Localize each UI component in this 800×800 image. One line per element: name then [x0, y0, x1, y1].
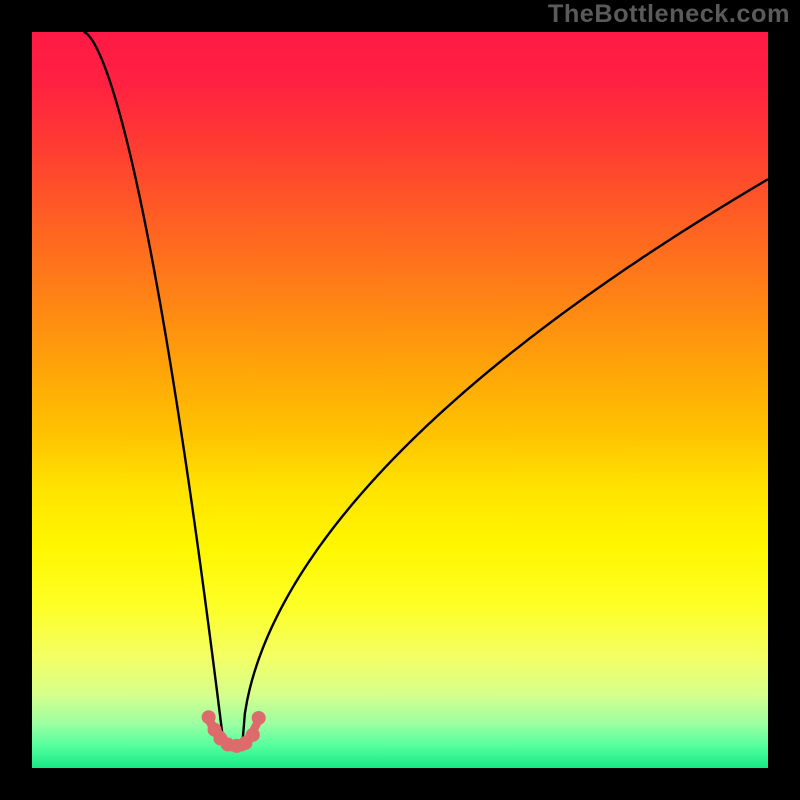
watermark-text: TheBottleneck.com	[548, 0, 790, 29]
valley-dot	[202, 710, 216, 724]
valley-dot	[246, 728, 260, 742]
valley-dot	[252, 711, 266, 725]
stage: TheBottleneck.com	[0, 0, 800, 800]
bottleneck-chart	[0, 0, 800, 800]
plot-background	[32, 32, 768, 768]
